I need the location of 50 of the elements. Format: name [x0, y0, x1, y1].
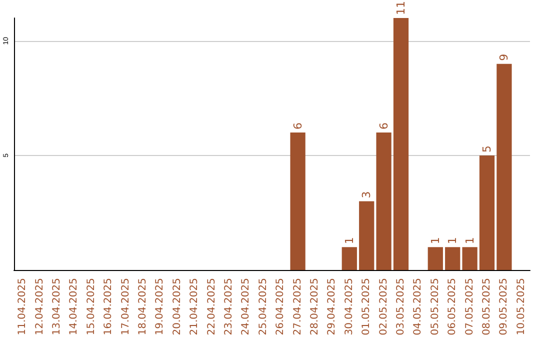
data-label: 1 — [446, 237, 460, 244]
x-tick-label: 29.04.2025 — [326, 278, 338, 336]
data-label: 11 — [394, 1, 408, 15]
bar — [479, 155, 495, 270]
x-tick-label: 18.04.2025 — [138, 278, 148, 336]
data-label: 5 — [480, 145, 494, 152]
x-tick-label: 07.05.2025 — [464, 278, 476, 336]
data-label: 6 — [291, 122, 304, 130]
bar — [445, 247, 460, 270]
x-tick-label: 23.04.2025 — [224, 278, 234, 336]
bar — [496, 64, 512, 270]
bar — [376, 132, 392, 270]
x-tick-label: 10.05.2025 — [516, 278, 527, 336]
x-tick-label: 14.04.2025 — [68, 278, 80, 336]
bar — [462, 247, 478, 270]
bar — [290, 132, 306, 270]
x-tick-label: 24.04.2025 — [240, 278, 252, 336]
data-label: 3 — [360, 191, 374, 198]
x-tick-label: 26.04.2025 — [275, 278, 286, 336]
x-tick-label: 04.05.2025 — [412, 278, 424, 336]
x-tick-label: 16.04.2025 — [103, 278, 114, 336]
bar — [359, 201, 374, 270]
x-tick-label: 28.04.2025 — [310, 278, 320, 336]
x-tick-label: 25.04.2025 — [258, 278, 269, 336]
x-tick-label: 05.05.2025 — [430, 278, 441, 336]
data-label: 1 — [428, 237, 442, 244]
x-tick-label: 09.05.2025 — [498, 278, 510, 336]
x-tick-label: 20.04.2025 — [172, 278, 183, 336]
bar — [342, 247, 357, 270]
x-tick-label: 11.04.2025 — [17, 278, 28, 336]
data-label: 9 — [498, 54, 511, 61]
x-tick-label: 12.04.2025 — [34, 278, 46, 336]
x-tick-label: 22.04.2025 — [206, 278, 218, 336]
x-tick-label: 21.04.2025 — [189, 278, 200, 336]
x-tick-label: 06.05.2025 — [447, 278, 458, 336]
x-tick-label: 30.04.2025 — [344, 278, 355, 336]
data-label: 6 — [377, 122, 390, 130]
x-tick-label: 08.05.2025 — [482, 278, 492, 336]
bar — [428, 247, 443, 270]
x-tick-label: 13.04.2025 — [52, 278, 62, 336]
data-label: 1 — [463, 237, 476, 244]
x-tick-label: 15.04.2025 — [86, 278, 97, 336]
x-tick-label: 27.04.2025 — [292, 278, 304, 336]
x-tick-label: 19.04.2025 — [154, 278, 166, 336]
x-tick-label: 03.05.2025 — [396, 278, 406, 336]
x-tick-label: 01.05.2025 — [361, 278, 372, 336]
bar — [393, 18, 409, 270]
x-tick-label: 02.05.2025 — [378, 278, 390, 336]
x-tick-label: 17.04.2025 — [120, 278, 132, 336]
data-label: 1 — [342, 237, 356, 244]
